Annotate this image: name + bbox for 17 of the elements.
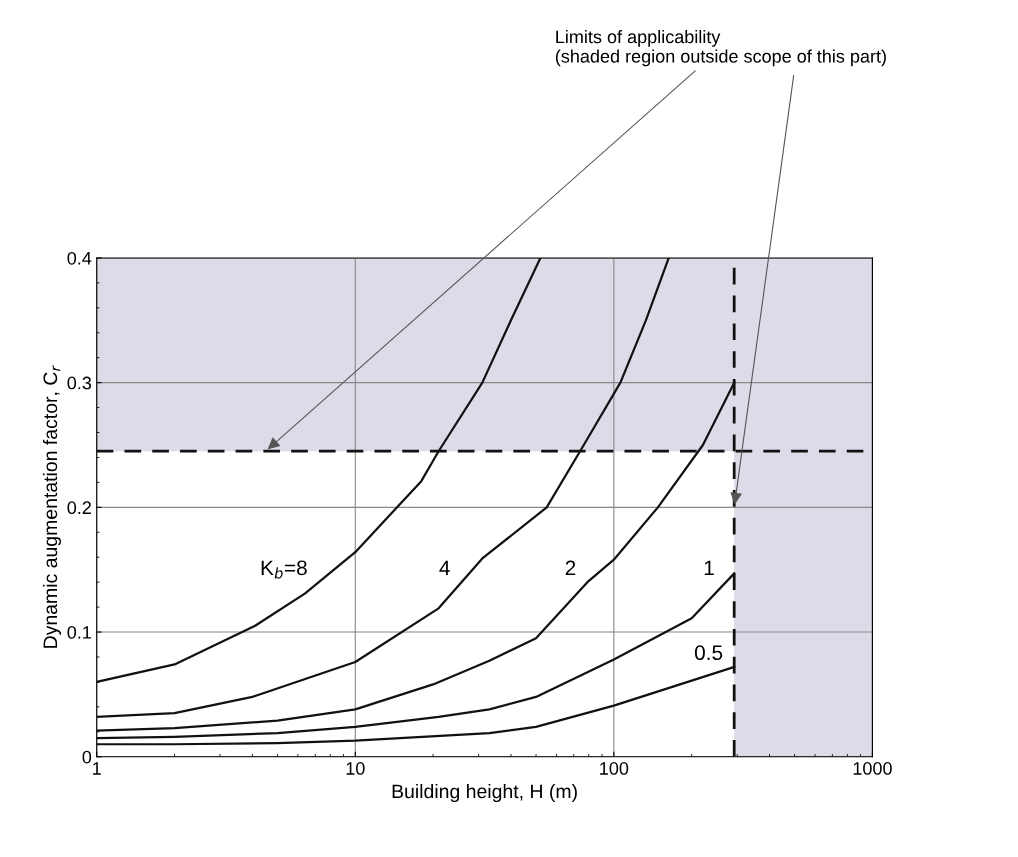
y-tick-label: 0.1 [67, 625, 91, 639]
series-label: 1 [704, 560, 714, 576]
series-label: K$_{b}$=8 [261, 560, 307, 579]
y-tick-label: 0.3 [67, 376, 92, 390]
annotation: Limits of applicability (shaded region outside scope of this part) [555, 30, 886, 67]
y-axis-title: Dynamic augmentation factor, C$_{r}$ [42, 365, 62, 648]
series-label: 4 [439, 560, 450, 576]
y-tick-label: 0.4 [67, 251, 92, 265]
y-tick-label: 0.2 [67, 501, 91, 515]
x-tick-label: 1000 [853, 762, 892, 775]
x-axis-title: Building height, H (m) [392, 783, 577, 803]
y-tick-label: 0 [82, 750, 92, 764]
x-tick-label: 100 [600, 762, 629, 775]
x-tick-label: 10 [346, 762, 365, 775]
x-tick-label: 1 [93, 762, 101, 775]
series-label: 2 [565, 560, 576, 576]
series-label: 0.5 [694, 645, 723, 661]
